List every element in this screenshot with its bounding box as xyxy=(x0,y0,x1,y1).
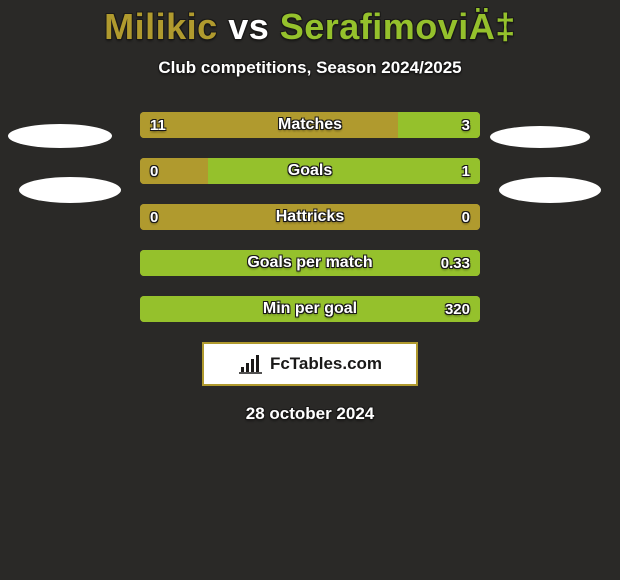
stat-row: Min per goal320 xyxy=(140,296,480,322)
stat-bars: Matches113 Goals01 Hattricks00 Goals per ma… xyxy=(140,112,480,322)
stat-seg-left xyxy=(140,158,208,184)
stat-seg-right xyxy=(208,158,480,184)
stat-row: Hattricks00 xyxy=(140,204,480,230)
stat-seg-left xyxy=(140,204,480,230)
page-title: Milikic vs SerafimoviÄ‡ xyxy=(0,0,620,48)
stat-seg-left xyxy=(140,112,398,138)
stat-row: Goals01 xyxy=(140,158,480,184)
bar-chart-icon xyxy=(238,353,264,375)
stat-row: Matches113 xyxy=(140,112,480,138)
date-text: 28 october 2024 xyxy=(0,404,620,424)
stat-seg-right xyxy=(398,112,480,138)
decorative-ellipse xyxy=(490,126,590,148)
comparison-card: Milikic vs SerafimoviÄ‡ Club competition… xyxy=(0,0,620,580)
player1-name: Milikic xyxy=(104,6,218,47)
brand-text: FcTables.com xyxy=(270,354,382,374)
stat-seg-right xyxy=(140,296,480,322)
decorative-ellipse xyxy=(499,177,601,203)
brand-box: FcTables.com xyxy=(202,342,418,386)
stat-row: Goals per match0.33 xyxy=(140,250,480,276)
decorative-ellipse xyxy=(19,177,121,203)
subtitle: Club competitions, Season 2024/2025 xyxy=(0,58,620,78)
decorative-ellipse xyxy=(8,124,112,148)
player2-name: SerafimoviÄ‡ xyxy=(280,6,516,47)
vs-text: vs xyxy=(218,6,280,47)
stat-seg-right xyxy=(140,250,480,276)
